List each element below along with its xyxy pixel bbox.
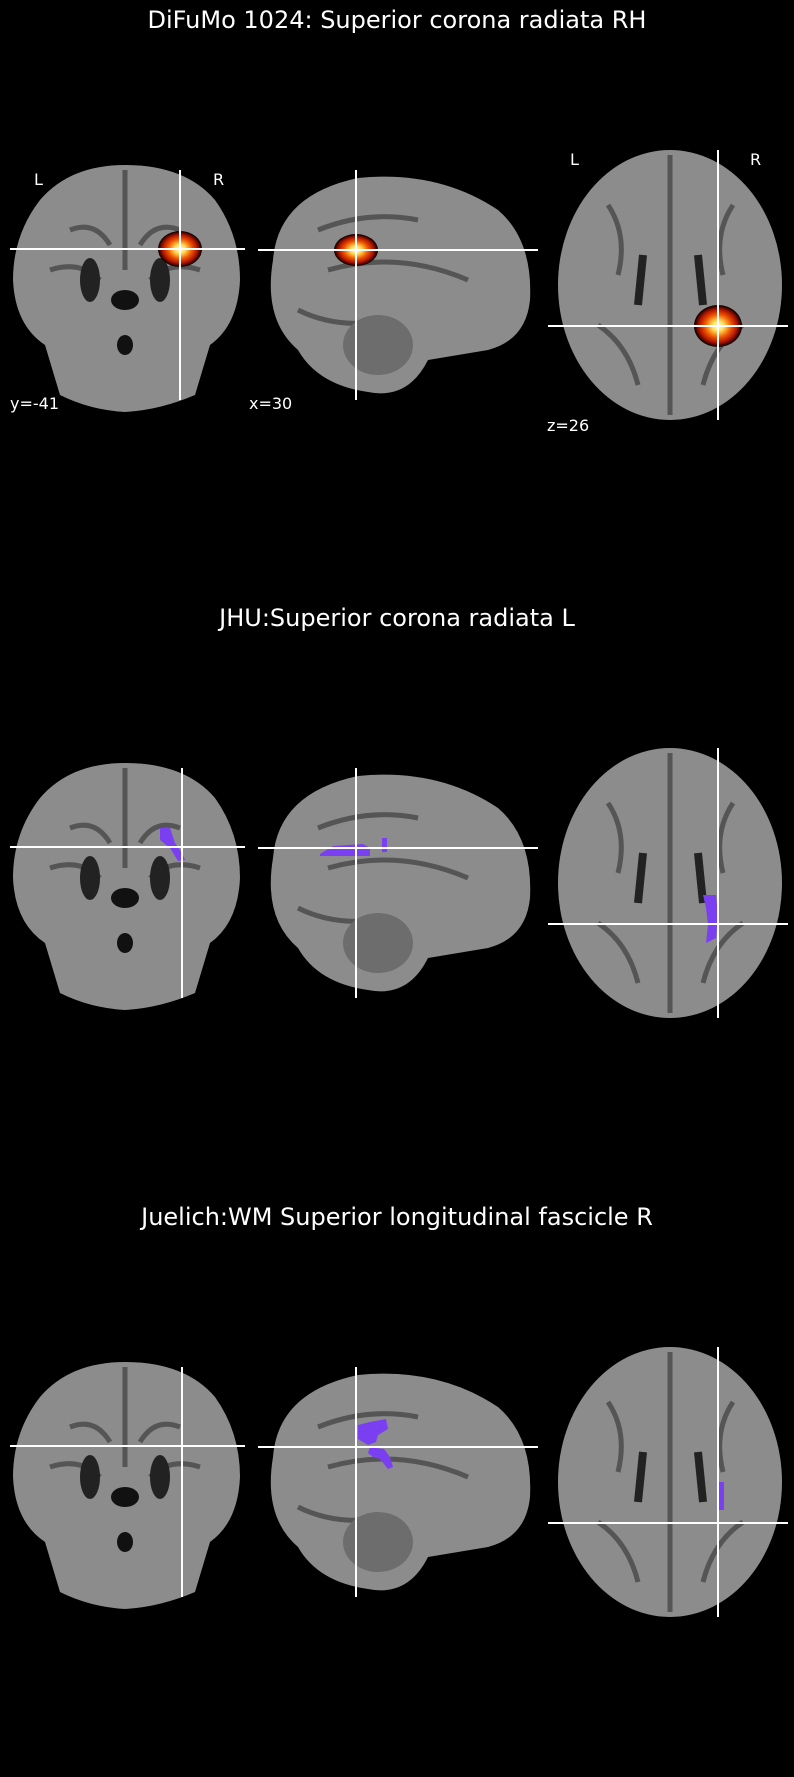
coord-z: z=26 bbox=[547, 416, 590, 435]
atlas-region bbox=[358, 1419, 393, 1469]
panel-title: JHU:Superior corona radiata L bbox=[219, 604, 575, 632]
coord-y: y=-41 bbox=[10, 394, 60, 413]
panel-juelich: Juelich:WM Superior longitudinal fascicl… bbox=[0, 1197, 794, 1777]
coord-x: x=30 bbox=[249, 394, 293, 413]
coronal-brain bbox=[13, 763, 240, 1010]
coronal-brain bbox=[13, 1362, 240, 1609]
sagittal-view bbox=[258, 768, 538, 998]
panel-title: DiFuMo 1024: Superior corona radiata RH bbox=[147, 6, 647, 34]
sagittal-brain bbox=[270, 1373, 531, 1591]
atlas-region bbox=[703, 895, 718, 943]
sagittal-brain bbox=[270, 176, 531, 394]
orientation-left-coronal: L bbox=[34, 170, 43, 189]
orientation-left-axial: L bbox=[570, 150, 579, 169]
sagittal-view bbox=[258, 170, 538, 400]
coronal-view bbox=[10, 763, 245, 1010]
coronal-view bbox=[10, 1362, 245, 1609]
panel-difumo: DiFuMo 1024: Superior corona radiata RH … bbox=[0, 0, 794, 580]
panel-title: Juelich:WM Superior longitudinal fascicl… bbox=[141, 1203, 653, 1231]
sagittal-view bbox=[258, 1367, 538, 1597]
atlas-region bbox=[718, 1482, 724, 1510]
atlas-region bbox=[160, 828, 185, 861]
orientation-right-axial: R bbox=[750, 150, 762, 169]
axial-view bbox=[548, 150, 788, 420]
atlas-region bbox=[382, 838, 387, 852]
coronal-view bbox=[10, 165, 245, 412]
orientation-right-coronal: R bbox=[213, 170, 225, 189]
axial-view bbox=[548, 1347, 788, 1617]
panel-jhu: JHU:Superior corona radiata L bbox=[0, 598, 794, 1178]
coronal-brain bbox=[13, 165, 240, 412]
sagittal-brain bbox=[270, 774, 531, 992]
axial-view bbox=[548, 748, 788, 1018]
